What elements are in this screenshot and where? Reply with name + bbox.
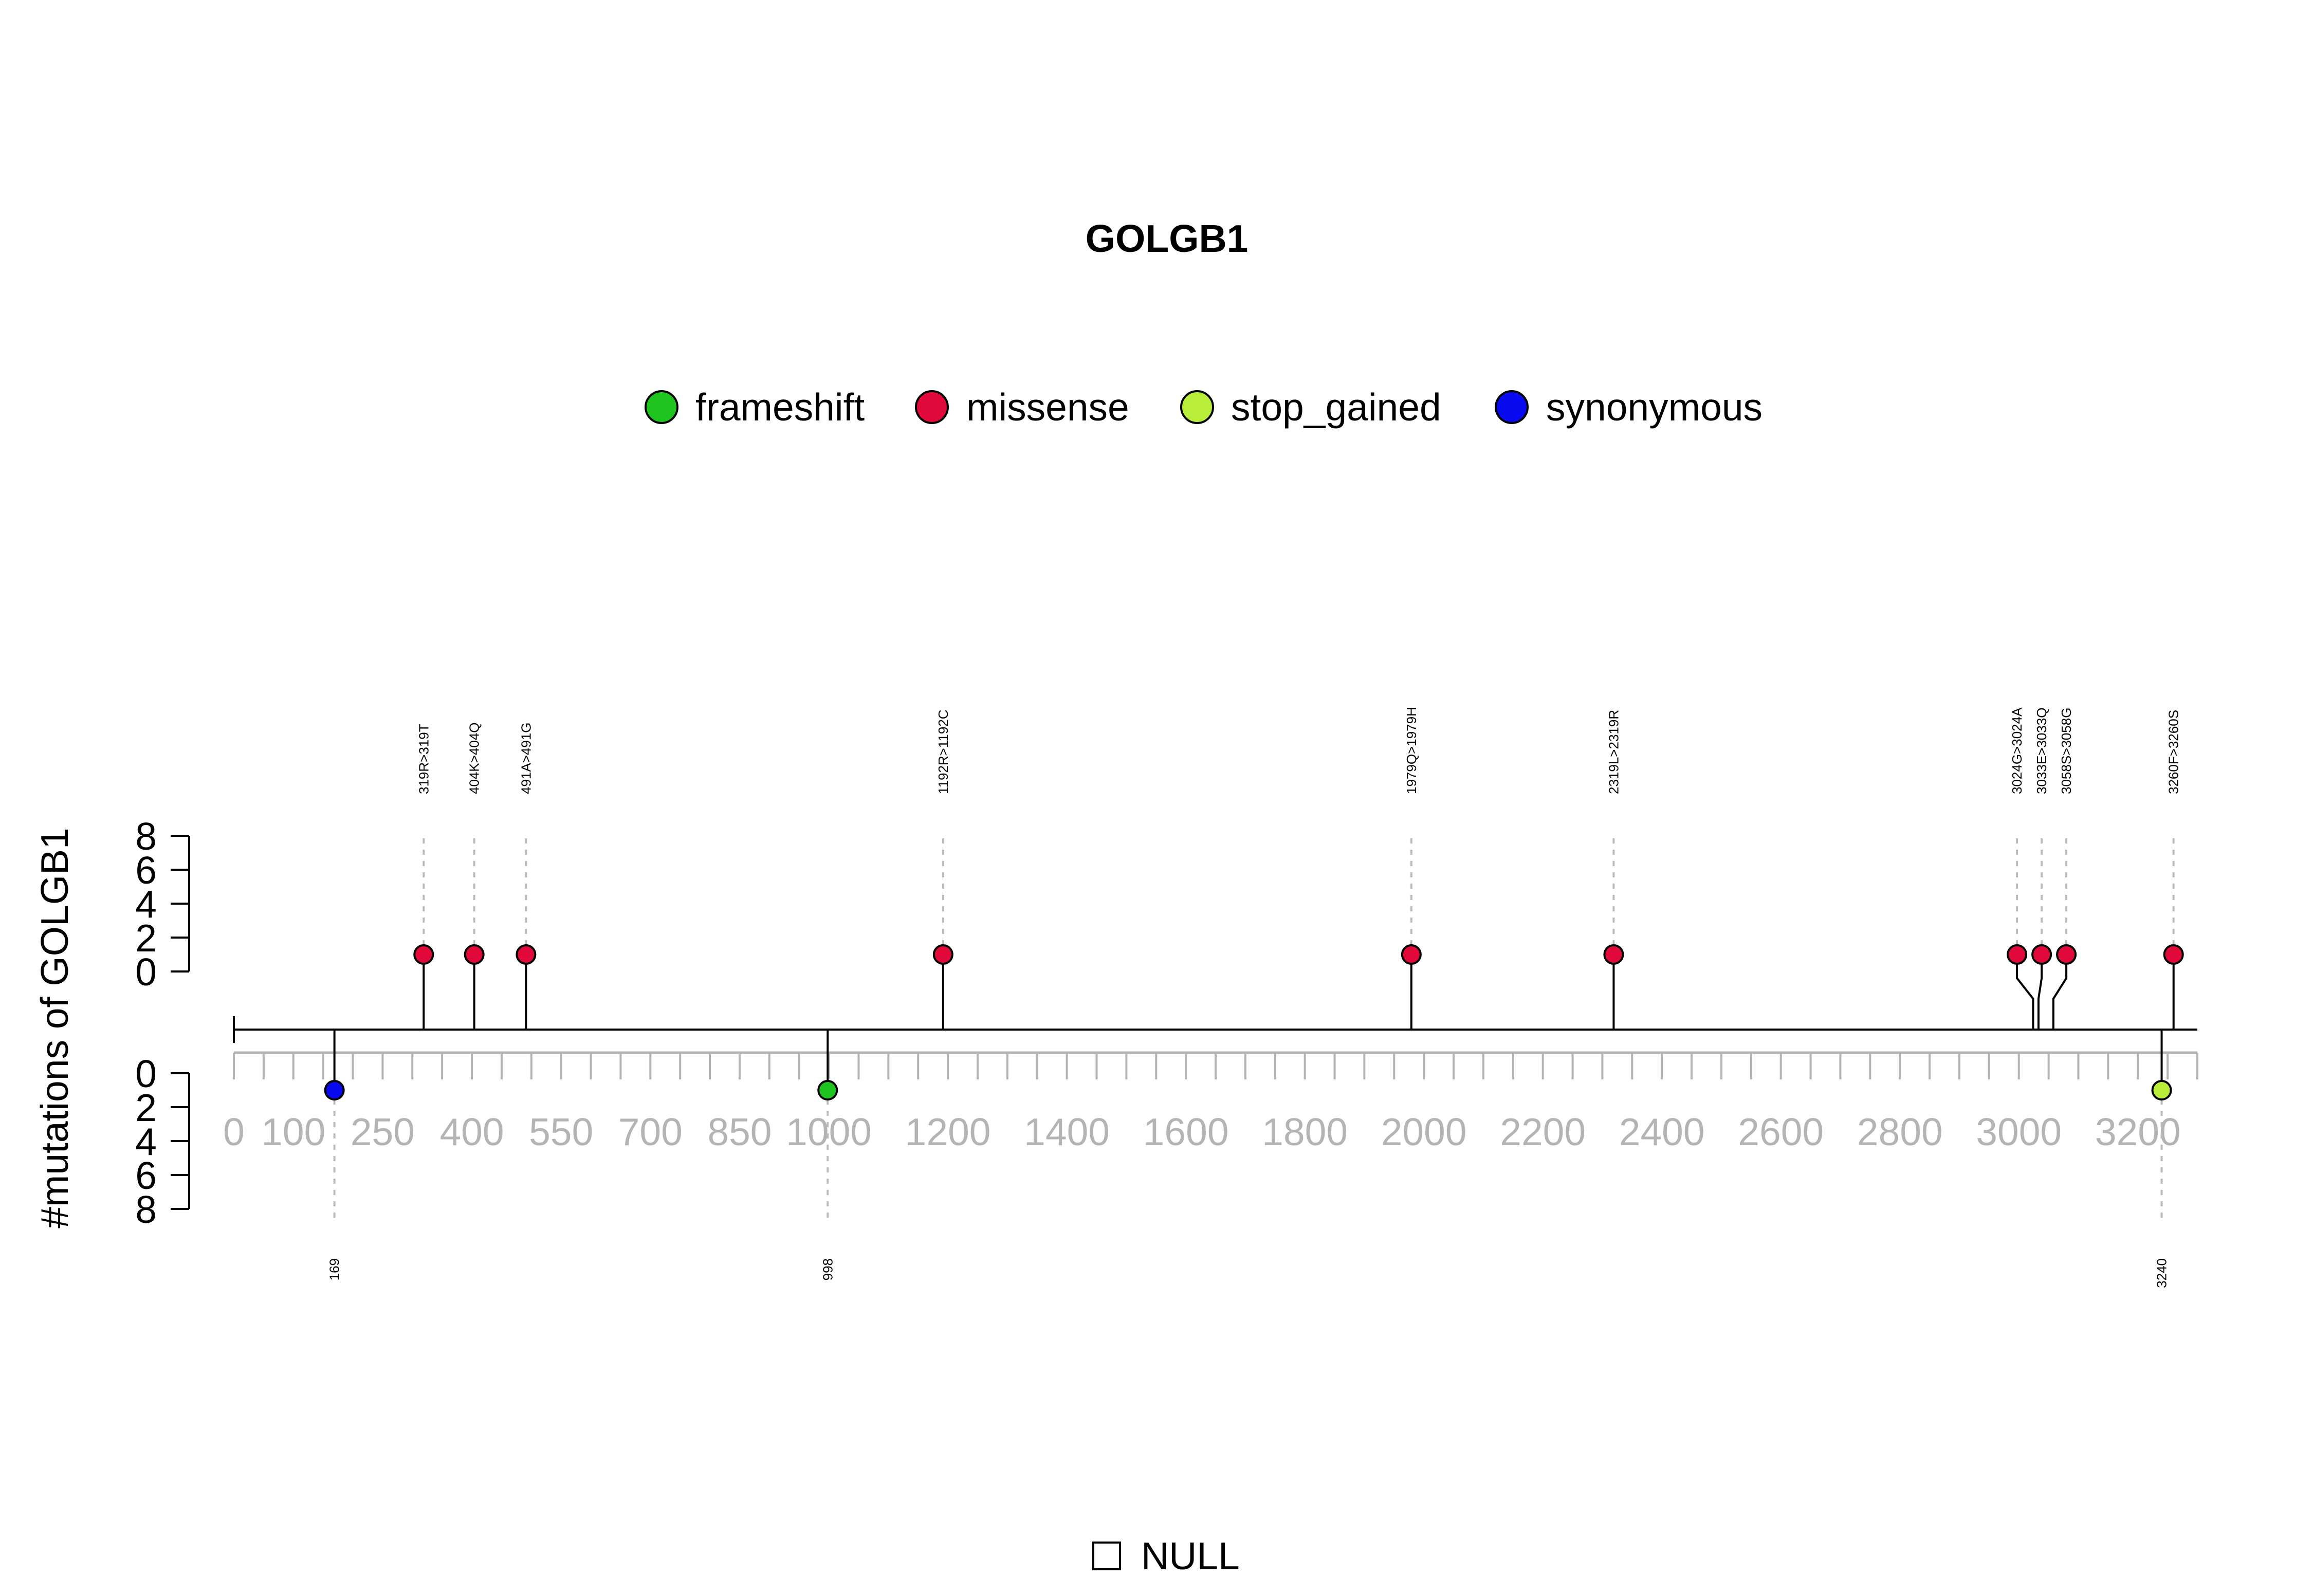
upper-lollipops: 319R>319T 404K>404Q 491A>491G 1192R>1192C 19…: [413, 707, 2184, 1030]
legend-swatch-synonymous: [1495, 390, 1529, 424]
mutation-point-missense: [516, 944, 537, 965]
legend: frameshift missense stop_gained synonymous: [645, 386, 1763, 429]
mutation-lollipop-upper: 319R>319T: [413, 724, 434, 1030]
mutation-point-missense: [413, 944, 434, 965]
mutation-label: 3024G>3024A: [2009, 707, 2025, 794]
chart-title: GOLGB1: [1086, 217, 1249, 260]
mutation-point-missense: [1603, 944, 1624, 965]
mutation-label: 491A>491G: [518, 722, 534, 794]
x-tick-label-0: 0: [223, 1110, 245, 1153]
y-upper-tick-label-8: 8: [135, 815, 157, 858]
mutation-label: 3260F>3260S: [2166, 710, 2181, 794]
legend-item-missense: missense: [915, 386, 1129, 429]
mutation-stem: [2016, 955, 2034, 1030]
mutation-lollipop-upper: 1192R>1192C: [932, 709, 953, 1030]
y-lower-tick-label-0: 0: [135, 1052, 157, 1095]
x-axis: 0 100 250 400 550 700 850 1000 1200 1400 1600 1800 2…: [223, 1051, 2198, 1153]
legend-label-synonymous: synonymous: [1546, 386, 1763, 429]
mutation-label: 1192R>1192C: [935, 709, 951, 794]
y-lower-tick-label-8: 8: [135, 1188, 157, 1231]
mutation-lollipop-upper: 1979Q>1979H: [1401, 707, 1422, 1030]
legend-label-frameshift: frameshift: [695, 386, 865, 429]
mutation-point-missense: [2007, 944, 2028, 965]
x-tick-label-2600: 2600: [1738, 1110, 1824, 1153]
domain-legend: NULL: [1092, 1534, 1240, 1577]
mutation-lollipop-upper: 3260F>3260S: [2163, 710, 2184, 1030]
legend-label-stop_gained: stop_gained: [1231, 386, 1441, 429]
x-tick-label-1400: 1400: [1024, 1110, 1110, 1153]
legend-item-stop_gained: stop_gained: [1180, 386, 1441, 429]
mutation-label: 2319L>2319R: [1606, 710, 1621, 794]
mutation-position-label: 169: [327, 1258, 342, 1280]
y-upper-tick-label-4: 4: [135, 883, 157, 926]
legend-item-frameshift: frameshift: [645, 386, 865, 429]
legend-label-missense: missense: [966, 386, 1129, 429]
legend-swatch-stop_gained: [1180, 390, 1214, 424]
mutation-point-missense: [2031, 944, 2052, 965]
mutation-lollipop-upper: 3024G>3024A: [2007, 707, 2034, 1030]
domain-legend-label: NULL: [1141, 1534, 1240, 1577]
y-lower-tick-label-2: 2: [135, 1086, 157, 1129]
x-tick-label-1200: 1200: [905, 1110, 991, 1153]
y-lower-tick-label-4: 4: [135, 1120, 157, 1163]
x-tick-label-3200: 3200: [2095, 1110, 2181, 1153]
y-upper-tick-label-6: 6: [135, 849, 157, 892]
mutation-point-missense: [2163, 944, 2184, 965]
x-tick-label-250: 250: [351, 1110, 415, 1153]
mutation-point-missense: [464, 944, 485, 965]
mutation-lollipop-upper: 404K>404Q: [464, 722, 485, 1030]
mutation-lollipop-lower: 3240: [2151, 1030, 2172, 1288]
mutation-lollipop-lower: 998: [817, 1030, 838, 1280]
y-upper-tick-label-0: 0: [135, 950, 157, 994]
mutation-position-label: 998: [820, 1258, 835, 1280]
y-axis-title: #mutations of GOLGB1: [33, 828, 76, 1228]
x-tick-label-550: 550: [529, 1110, 593, 1153]
mutation-label: 404K>404Q: [467, 722, 482, 794]
legend-swatch-frameshift: [645, 390, 678, 424]
mutation-lollipop-lower: 169: [324, 1030, 345, 1280]
legend-item-synonymous: synonymous: [1495, 386, 1763, 429]
x-tick-label-2000: 2000: [1381, 1110, 1467, 1153]
x-tick-label-850: 850: [707, 1110, 772, 1153]
x-tick-label-100: 100: [261, 1110, 325, 1153]
x-tick-label-2800: 2800: [1857, 1110, 1943, 1153]
x-tick-label-2400: 2400: [1619, 1110, 1705, 1153]
x-tick-label-1600: 1600: [1143, 1110, 1229, 1153]
mutation-lollipop-upper: 491A>491G: [516, 722, 537, 1030]
mutation-label: 3033E>3033Q: [2034, 708, 2049, 794]
legend-swatch-missense: [915, 390, 949, 424]
mutation-point-stop_gained: [2151, 1080, 2172, 1100]
mutation-point-synonymous: [324, 1080, 345, 1100]
mutation-point-missense: [932, 944, 953, 965]
protein-backbone: [233, 1016, 2197, 1043]
mutation-stem: [2037, 955, 2043, 1030]
mutation-position-label: 3240: [2154, 1258, 2170, 1288]
x-tick-label-1000: 1000: [786, 1110, 872, 1153]
mutation-label: 3058S>3058G: [2059, 708, 2074, 794]
lower-lollipops: 169 998 3240: [324, 1030, 2172, 1288]
x-tick-label-2200: 2200: [1500, 1110, 1586, 1153]
mutation-point-missense: [2056, 944, 2077, 965]
x-tick-label-400: 400: [439, 1110, 504, 1153]
x-tick-label-1800: 1800: [1262, 1110, 1348, 1153]
x-tick-label-3000: 3000: [1976, 1110, 2062, 1153]
y-lower-tick-label-6: 6: [135, 1154, 157, 1197]
mutation-lollipop-upper: 3033E>3033Q: [2031, 708, 2052, 1030]
mutation-point-missense: [1401, 944, 1422, 965]
mutation-label: 319R>319T: [416, 724, 431, 794]
mutation-label: 1979Q>1979H: [1404, 707, 1419, 794]
domain-legend-swatch: [1092, 1542, 1121, 1570]
mutation-lollipop-upper: 2319L>2319R: [1603, 710, 1624, 1030]
mutation-stem: [2052, 955, 2068, 1030]
x-tick-label-700: 700: [618, 1110, 683, 1153]
y-upper-tick-label-2: 2: [135, 916, 157, 960]
mutation-lollipop-upper: 3058S>3058G: [2052, 708, 2077, 1030]
mutation-point-frameshift: [817, 1080, 838, 1100]
